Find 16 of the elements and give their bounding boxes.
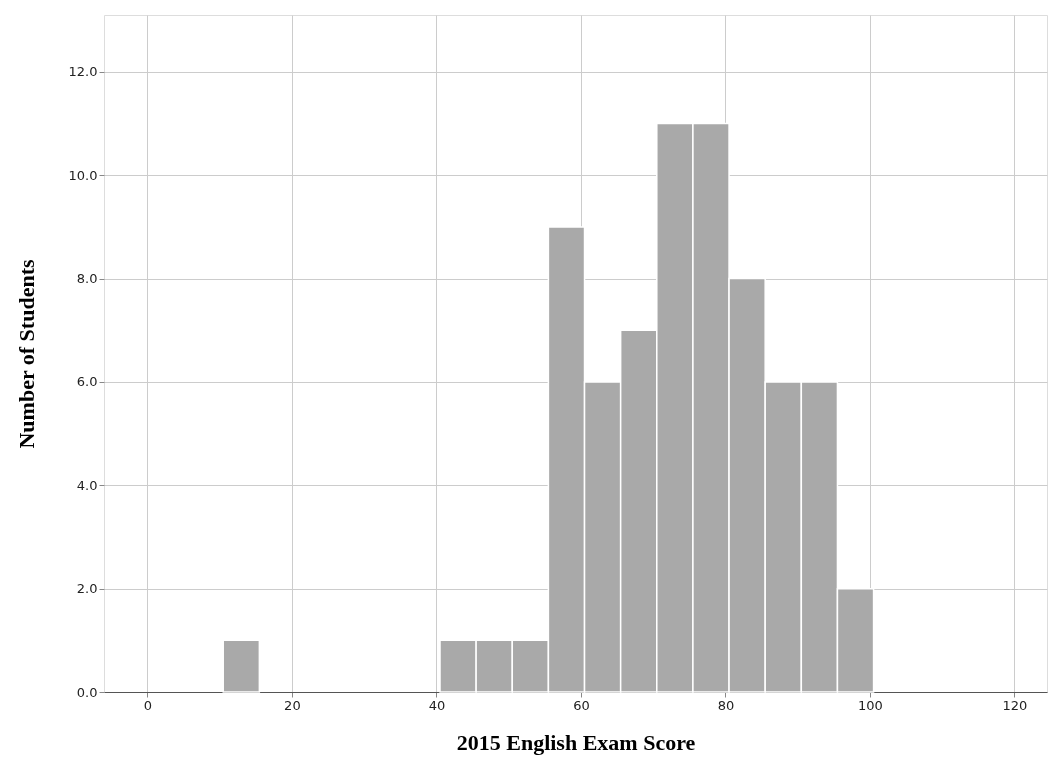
x-tick-label: 60 (573, 697, 590, 713)
y-tick-label: 10.0 (68, 167, 98, 183)
x-tick-label: 80 (717, 697, 735, 713)
y-tick-label: 8.0 (76, 271, 98, 287)
x-tick-label: 40 (428, 697, 446, 713)
x-axis-title: 2015 English Exam Score (456, 729, 696, 755)
y-tick-label: 2.0 (76, 581, 98, 597)
x-tick-label: 0 (143, 697, 152, 713)
x-tick-label: 20 (284, 697, 301, 713)
x-tick-label: 120 (1002, 697, 1028, 713)
x-tick-label: 100 (858, 697, 883, 713)
y-tick-label: 6.0 (76, 374, 98, 390)
y-tick-label: 12.0 (68, 64, 98, 80)
y-tick-label: 0.0 (76, 684, 98, 700)
y-tick-label: 4.0 (76, 477, 98, 493)
y-axis-title: Number of Students (13, 259, 39, 449)
